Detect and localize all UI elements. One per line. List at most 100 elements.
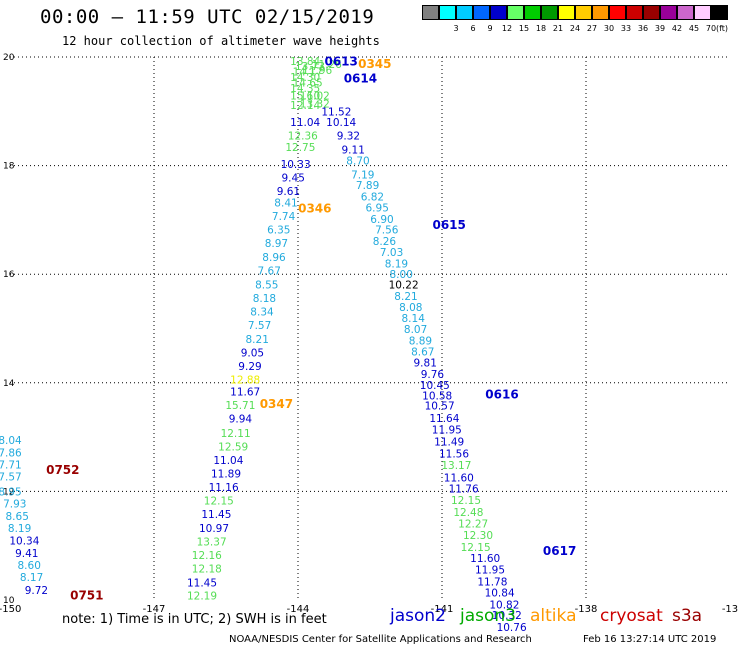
data-point-label: 10.97	[199, 523, 229, 535]
page-title: 00:00 – 11:59 UTC 02/15/2019	[40, 6, 375, 28]
data-point-label: 15.10	[290, 91, 320, 103]
data-point-label: 14.35	[290, 83, 320, 95]
data-point-label: 7.56	[375, 225, 399, 237]
legend-swatch	[456, 5, 473, 20]
data-point-label: 7.67	[258, 265, 281, 277]
data-point-label: 11.04	[213, 455, 243, 467]
data-point-label: 12.30	[463, 530, 493, 542]
legend-swatch	[422, 5, 439, 20]
x-tick-label: -138	[575, 604, 598, 615]
data-point-label: 12.15	[461, 542, 491, 554]
legend-swatch	[677, 5, 694, 20]
satellite-label-cryosat: cryosat	[600, 606, 663, 626]
data-point-label: 13.84	[290, 56, 320, 68]
data-point-label: 12.75	[285, 142, 315, 154]
legend-swatch	[660, 5, 677, 20]
legend-swatch	[490, 5, 507, 20]
pass-annotation: 0615	[432, 218, 465, 232]
page-subtitle: 12 hour collection of altimeter wave hei…	[62, 34, 380, 48]
data-point-label: 7.19	[351, 169, 374, 181]
data-point-label: 8.26	[373, 236, 397, 248]
pass-annotation: 0617	[543, 544, 576, 558]
legend-swatch	[575, 5, 592, 20]
legend-swatch	[609, 5, 626, 20]
data-point-label: 14.65	[293, 78, 323, 90]
satellite-label-jason2: jason2	[390, 606, 446, 626]
data-point-label: 8.17	[20, 572, 43, 584]
y-tick-label: 20	[3, 53, 15, 63]
pass-annotation: 0751	[70, 589, 103, 603]
data-point-label: 12.36	[288, 131, 318, 143]
data-point-label: 11.89	[211, 468, 241, 480]
legend-label: 24	[569, 24, 581, 33]
pass-annotation: 0616	[485, 388, 518, 402]
data-point-label: 12.48	[453, 507, 483, 519]
legend-swatch	[643, 5, 660, 20]
legend-label: 33	[620, 24, 632, 33]
data-point-label: 12.15	[451, 495, 481, 507]
legend-label: 6	[470, 24, 476, 33]
data-point-label: 11.26	[312, 59, 342, 71]
x-tick-label: -150	[0, 604, 21, 615]
legend-swatch	[626, 5, 643, 20]
data-point-label: 14.17	[293, 67, 323, 79]
data-point-label: 11.76	[449, 484, 479, 496]
data-point-label: 9.32	[337, 131, 360, 143]
legend-label: 30	[603, 24, 615, 33]
legend-swatch	[524, 5, 541, 20]
data-point-label: 8.95	[0, 486, 22, 498]
data-point-label: 8.07	[404, 324, 427, 336]
y-tick-label: 10	[3, 596, 15, 606]
data-point-label: 7.57	[248, 320, 271, 332]
legend-label: 3	[453, 24, 459, 33]
generated-timestamp: Feb 16 13:27:14 UTC 2019	[583, 634, 717, 645]
data-point-label: 7.93	[3, 498, 26, 510]
data-point-label: 11.56	[439, 448, 469, 460]
data-point-label: 11.16	[209, 482, 239, 494]
x-tick-label: -147	[143, 604, 166, 615]
data-point-label: 11.95	[432, 424, 462, 436]
data-point-label: 9.76	[421, 369, 445, 381]
data-point-label: 10.45	[420, 380, 450, 392]
legend-label: 42	[671, 24, 683, 33]
data-point-label: 8.18	[253, 293, 276, 305]
data-point-label: 8.34	[250, 307, 274, 319]
data-point-label: 8.89	[409, 335, 432, 347]
data-point-label: 9.81	[414, 358, 437, 370]
data-point-label: 11.67	[230, 386, 260, 398]
y-tick-label: 14	[3, 379, 15, 389]
data-point-label: 13.37	[197, 536, 227, 548]
data-point-label: 12.18	[192, 564, 222, 576]
y-tick-label: 12	[3, 487, 14, 497]
data-point-label: 11.04	[290, 117, 320, 129]
data-point-label: 8.70	[346, 156, 369, 168]
data-point-label: 12.11	[221, 428, 251, 440]
data-point-label: 12.15	[204, 496, 234, 508]
data-point-label: 11.52	[321, 106, 351, 118]
data-point-label: 7.74	[272, 211, 296, 223]
data-point-label: 13.73	[295, 61, 325, 73]
legend-swatch	[711, 5, 728, 20]
data-point-label: 9.94	[229, 414, 253, 426]
legend-swatch	[558, 5, 575, 20]
data-point-label: 6.95	[366, 202, 389, 214]
data-point-label: 10.32	[492, 610, 522, 622]
data-point-label: 7.86	[0, 447, 22, 459]
legend-label: 45	[688, 24, 700, 33]
data-point-label: 12.16	[192, 550, 222, 562]
data-point-label: 8.21	[246, 334, 269, 346]
credit-text: NOAA/NESDIS Center for Satellite Applica…	[229, 634, 532, 645]
legend-label: 18	[535, 24, 547, 33]
data-point-label: 10.22	[389, 280, 419, 292]
data-point-label: 12.19	[187, 591, 217, 603]
data-point-label: 12.14	[290, 100, 320, 112]
data-point-label: 9.05	[241, 347, 264, 359]
data-point-label: 10.14	[326, 117, 356, 129]
legend-swatch	[694, 5, 711, 20]
data-point-label: 8.08	[399, 302, 422, 314]
legend-label: 36	[637, 24, 649, 33]
x-tick-label: -141	[431, 604, 454, 615]
data-point-label: 8.00	[390, 269, 413, 281]
legend-swatch	[439, 5, 456, 20]
data-point-label: 8.65	[6, 511, 29, 523]
